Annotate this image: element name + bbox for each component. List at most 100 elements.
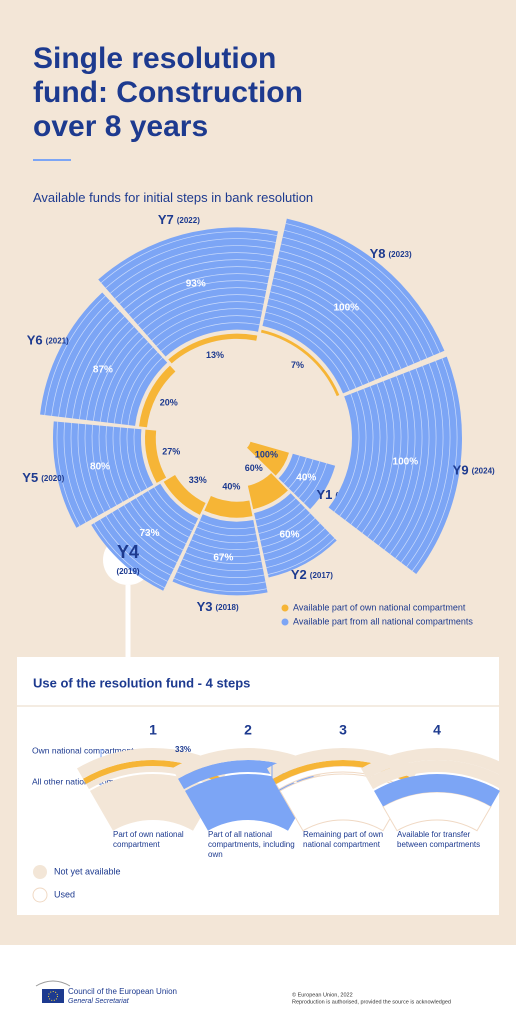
ring-line [151, 308, 263, 341]
ring-line [105, 515, 171, 576]
ring-line [126, 427, 142, 492]
ring-line [395, 365, 437, 559]
step-value: 33% [175, 745, 191, 754]
ring-line [114, 252, 274, 299]
step-caption-box: Remaining part of own national compartme… [303, 830, 383, 849]
orange-sector [168, 333, 258, 364]
year: (2024) [472, 466, 495, 475]
ring-line [137, 287, 267, 326]
step-caption-box: Part of all national compartments, inclu… [208, 830, 295, 859]
year-label: Y9 (2024) [453, 463, 495, 478]
eu-flag [42, 989, 64, 1003]
title-rule [33, 159, 71, 161]
legend-swatch [281, 604, 289, 612]
orange-sector [139, 365, 176, 428]
year-label: Y4 [117, 542, 139, 562]
ring-line [146, 301, 264, 336]
ring-line [345, 388, 374, 521]
blue-sector [278, 453, 336, 510]
ring-line [196, 526, 257, 536]
year: (2019) [116, 567, 139, 576]
blue-value-label: 60% [279, 529, 299, 540]
ring-line [129, 501, 184, 551]
ring-line [141, 494, 190, 538]
logo-arc [35, 980, 71, 987]
year: (2021) [46, 337, 69, 346]
ring-line [372, 376, 409, 542]
ring-line [179, 565, 265, 578]
ring-line [400, 363, 444, 563]
category: Y7 [158, 212, 174, 227]
ring-line [58, 305, 116, 417]
legend-label: Available part of own national compartme… [293, 602, 466, 612]
ring-line [298, 461, 321, 499]
ring-line [93, 331, 139, 421]
title: Single resolution fund: Construction ove… [33, 42, 303, 143]
step-caption: Part of all national compartments, inclu… [208, 830, 295, 859]
eu-stars [48, 991, 58, 1001]
ring-line [142, 294, 265, 331]
year-label: Y3 (2018) [197, 600, 239, 615]
orange-value-label: 33% [189, 475, 207, 485]
step-number: 2 [244, 722, 252, 738]
step-caption-box: Part of own national compartment [113, 830, 184, 849]
ring-line [274, 270, 395, 372]
ring-line [361, 381, 395, 534]
ring-line [84, 424, 105, 513]
ring-line [356, 383, 388, 529]
year: (2018) [215, 603, 238, 612]
ring-line [113, 347, 154, 424]
ring-line [156, 315, 261, 347]
ring-line [93, 522, 165, 589]
ring-line [281, 243, 421, 362]
ring-line [261, 518, 316, 548]
category: Y5 [22, 471, 38, 486]
year: (2020) [41, 474, 64, 483]
ring-line [133, 428, 148, 489]
category: Y6 [27, 333, 43, 348]
ring-line [98, 425, 117, 506]
ring-line [133, 280, 268, 320]
footer-bg [0, 945, 516, 1036]
legend-swatch [32, 887, 48, 903]
ring-line [63, 422, 87, 523]
blue-sector [254, 493, 337, 578]
ring-line [72, 316, 125, 419]
ring-line [367, 378, 402, 538]
ring-line [273, 277, 389, 375]
ring-line [288, 457, 307, 489]
ring-line [153, 487, 196, 526]
blue-sector [40, 292, 168, 426]
license: Reproduction is authorised, provided the… [292, 999, 451, 1005]
ring-line [271, 284, 383, 378]
ring-line [258, 508, 306, 534]
legend-swatch [33, 865, 47, 879]
ring-line [193, 533, 258, 543]
orange-sector [247, 473, 288, 510]
radial-chart: 40%100%Y1(2016)60%60%Y2(2017)67%40%Y3(20… [22, 212, 495, 614]
year-label: Y6 (2021) [27, 333, 69, 348]
ring-line [99, 336, 144, 422]
ring-line [260, 513, 311, 541]
ring-line [127, 357, 163, 426]
subtitle: Available funds for initial steps in ban… [33, 190, 314, 205]
ring-line [77, 423, 99, 516]
ring-line [276, 264, 402, 370]
ring-line [264, 528, 326, 562]
blue-sector [328, 356, 462, 575]
step-number: 4 [433, 722, 441, 738]
bracket [268, 764, 273, 794]
ring-line [282, 236, 428, 359]
legend-label: Used [54, 889, 75, 899]
ring-line [182, 558, 263, 571]
step-caption-box: Available for transfer between compartme… [397, 830, 480, 849]
footer-dept: General Secretariat [68, 998, 130, 1005]
ring-line [119, 259, 272, 305]
ring-line [350, 386, 381, 525]
blue-value-label: 87% [93, 364, 113, 375]
orange-value-label: 100% [255, 449, 278, 459]
orange-value-label: 20% [160, 398, 178, 408]
orange-sector [163, 474, 206, 515]
ring-line [135, 497, 187, 544]
